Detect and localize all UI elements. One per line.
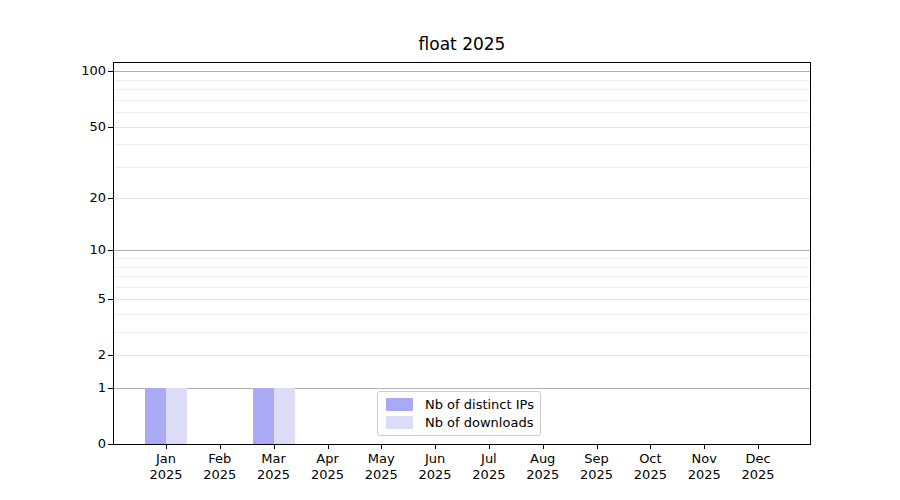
y-tick-label: 2 [46,347,106,363]
grid-line-minor [114,80,810,81]
grid-line-minor [114,276,810,277]
legend-item-distinct-ips: Nb of distinct IPs [386,397,532,412]
grid-line-major [114,198,810,199]
legend-swatch-distinct-ips [386,398,413,411]
grid-line-major [114,127,810,128]
y-tick-label: 0 [46,436,106,452]
y-tick-mark [108,198,114,199]
plot-area: Nb of distinct IPs Nb of downloads [113,62,811,445]
x-tick-label: Dec 2025 [726,451,790,483]
x-tick-mark [758,444,759,449]
grid-line-minor [114,100,810,101]
y-tick-mark [108,355,114,356]
y-tick-label: 10 [46,242,106,258]
y-tick-label: 50 [46,119,106,135]
x-tick-mark [650,444,651,449]
x-tick-mark [381,444,382,449]
x-tick-mark [274,444,275,449]
bar-downloads-mar [274,388,295,444]
bar-downloads-jan [166,388,187,444]
legend-label-distinct-ips: Nb of distinct IPs [425,397,534,412]
x-tick-mark [489,444,490,449]
y-tick-mark [108,71,114,72]
y-tick-label: 20 [46,190,106,206]
grid-line-major [114,355,810,356]
grid-line-minor [114,314,810,315]
legend-swatch-downloads [386,416,413,429]
grid-line-major [114,299,810,300]
y-tick-mark [108,444,114,445]
y-tick-mark [108,388,114,389]
grid-line-minor [114,267,810,268]
grid-line-major [114,71,810,72]
x-tick-mark [543,444,544,449]
x-tick-mark [166,444,167,449]
grid-line-major [114,250,810,251]
x-tick-mark [328,444,329,449]
grid-line-minor [114,112,810,113]
x-tick-mark [704,444,705,449]
y-tick-label: 1 [46,380,106,396]
x-tick-mark [597,444,598,449]
grid-line-major [114,388,810,389]
y-tick-mark [108,127,114,128]
y-tick-label: 100 [46,63,106,79]
bar-distinct-ips-jan [145,388,166,444]
legend-item-downloads: Nb of downloads [386,415,532,430]
grid-line-minor [114,332,810,333]
x-tick-mark [220,444,221,449]
y-tick-mark [108,299,114,300]
chart-title: float 2025 [114,34,810,54]
y-tick-mark [108,250,114,251]
grid-line-minor [114,89,810,90]
figure: float 2025 Nb of distinct IPs Nb of down… [0,0,900,500]
legend-label-downloads: Nb of downloads [425,415,533,430]
grid-line-minor [114,287,810,288]
grid-line-minor [114,144,810,145]
grid-line-minor [114,167,810,168]
bar-distinct-ips-mar [253,388,274,444]
x-tick-mark [435,444,436,449]
legend: Nb of distinct IPs Nb of downloads [377,391,541,436]
grid-line-minor [114,258,810,259]
y-tick-label: 5 [46,291,106,307]
